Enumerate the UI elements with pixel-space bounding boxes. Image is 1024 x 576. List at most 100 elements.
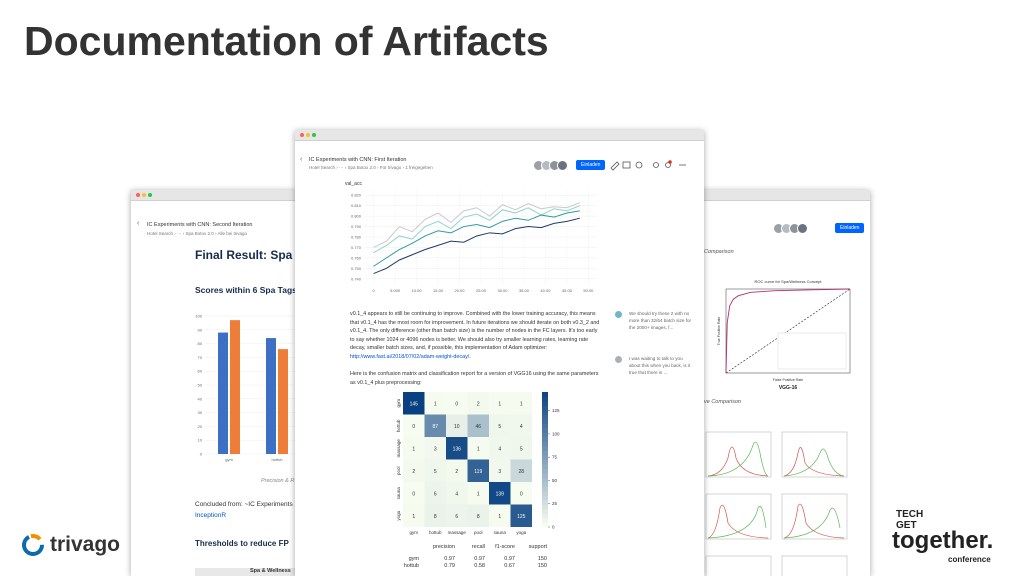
- cell-label: 1: [498, 514, 501, 520]
- cell: [510, 459, 532, 482]
- cell-label: 1: [434, 401, 437, 407]
- cell: [403, 504, 425, 527]
- col-label: hottub: [429, 530, 442, 535]
- report-header: precision: [433, 544, 455, 550]
- y-tick-label: 90: [198, 327, 203, 332]
- colorbar-label: 0: [552, 525, 555, 530]
- cell-label: 139: [496, 491, 505, 497]
- avatar: [615, 356, 622, 363]
- notif-icon[interactable]: [665, 162, 671, 168]
- badge: [668, 160, 672, 164]
- colorbar-step: [542, 396, 548, 402]
- cell-label: 119: [474, 469, 482, 475]
- search-icon[interactable]: [653, 162, 659, 168]
- colorbar-step: [542, 401, 548, 406]
- report-cell: 0.67: [504, 563, 515, 569]
- cell-label: 6: [455, 514, 458, 520]
- colorbar-step: [542, 464, 548, 469]
- cell: [510, 414, 532, 437]
- trivago-logo: trivago: [50, 533, 121, 556]
- colorbar-step: [542, 446, 548, 451]
- report-cell: 0.58: [474, 563, 485, 569]
- left-window: ‹ IC Experiments with CNN: Second Iterat…: [131, 190, 306, 576]
- cell: [467, 459, 489, 482]
- cell-label: 1: [498, 401, 501, 407]
- colorbar-step: [542, 486, 548, 492]
- cell: [424, 414, 446, 437]
- panel: [781, 493, 848, 540]
- cell-label: 1: [520, 401, 523, 407]
- watch-icon[interactable]: [635, 161, 643, 169]
- report-cell: 0.97: [444, 556, 455, 562]
- colorbar-step: [542, 428, 548, 433]
- diagonal: [725, 288, 851, 374]
- y-tick-label: 100: [195, 314, 202, 319]
- page-title: IC Experiments with CNN: Second Iteratio…: [147, 222, 253, 228]
- y-tick-label: 0.820: [351, 193, 362, 198]
- cell: [510, 504, 532, 527]
- colorbar-label: 25: [552, 501, 558, 506]
- link[interactable]: InceptionR: [195, 512, 227, 519]
- logo-line: TECH: [896, 509, 924, 520]
- cell-label: 5: [520, 446, 523, 452]
- cell: [446, 482, 468, 505]
- caption: VGG-16: [779, 385, 798, 391]
- cell-label: 4: [455, 491, 458, 497]
- y-tick-label: 0.740: [351, 276, 362, 281]
- cell: [403, 437, 425, 460]
- cell-label: 2: [477, 401, 480, 407]
- col-label: yoga: [516, 530, 526, 535]
- paragraph: Here is the confusion matrix and classif…: [350, 371, 599, 386]
- colorbar-step: [542, 455, 548, 460]
- x-tick-label: 20.00: [455, 288, 466, 293]
- cell: [467, 437, 489, 460]
- y-tick-label: 0.770: [351, 245, 362, 250]
- invite-button[interactable]: Einladen: [835, 223, 865, 233]
- line: [373, 202, 580, 248]
- cell: [403, 392, 425, 415]
- colorbar-step: [542, 482, 548, 487]
- colorbar-step: [542, 477, 548, 483]
- curve: [783, 447, 845, 477]
- y-tick-label: 0.760: [351, 255, 362, 260]
- toolbar: [610, 160, 686, 171]
- x-tick-label: 25.00: [476, 288, 487, 293]
- comment: I was waiting to talk to you about this …: [629, 356, 691, 375]
- report-header: f1-score: [495, 544, 515, 550]
- line-chart: val_acc 0.740 0.750 0.760 0.770 0.780 0.790 0.8…: [345, 181, 597, 293]
- panel: [781, 555, 848, 576]
- colorbar-step: [542, 473, 548, 478]
- cell-label: 1: [477, 446, 480, 452]
- colorbar-step: [542, 410, 548, 415]
- colorbar-step: [542, 441, 548, 447]
- colorbar-step: [542, 468, 548, 474]
- density-panels: [705, 431, 848, 576]
- comment-icon[interactable]: [622, 161, 631, 169]
- confusion-matrix: 145 1 0 2 1 10 87 10 46 5 41 3 136 1 4 52 5 2 119 3 280 6 4 1 13…: [396, 392, 560, 535]
- edit-icon[interactable]: [610, 161, 620, 171]
- panel: [705, 431, 772, 478]
- x-tick-label: 15.00: [433, 288, 444, 293]
- colorbar-step: [542, 500, 548, 505]
- concluded: Concluded from: ~IC Experiments: [195, 501, 293, 508]
- row-label: pool: [396, 466, 401, 475]
- avatar: [797, 223, 808, 234]
- curve: [783, 448, 845, 477]
- dot: [312, 133, 316, 137]
- colorbar-step: [542, 495, 548, 501]
- x-tick-label: 0: [372, 288, 375, 293]
- section: ve Comparison: [704, 399, 741, 405]
- roc-chart: ROC curve for Spa/Wellness Concept False …: [717, 279, 851, 391]
- colorbar-step: [542, 432, 548, 438]
- panel: [781, 431, 848, 478]
- back[interactable]: ‹: [300, 156, 303, 163]
- link[interactable]: http://www.fast.ai/2018/07/02/adam-weigh…: [350, 353, 471, 360]
- cell-label: 0: [520, 491, 523, 497]
- x-tick-label: 50.00: [583, 288, 594, 293]
- cell-label: 1: [412, 514, 415, 520]
- cell-label: 8: [477, 514, 480, 520]
- back[interactable]: ‹: [137, 220, 140, 227]
- bar: [278, 349, 288, 454]
- row-label: yoga: [396, 510, 401, 520]
- invite-button[interactable]: Einladen: [576, 160, 606, 170]
